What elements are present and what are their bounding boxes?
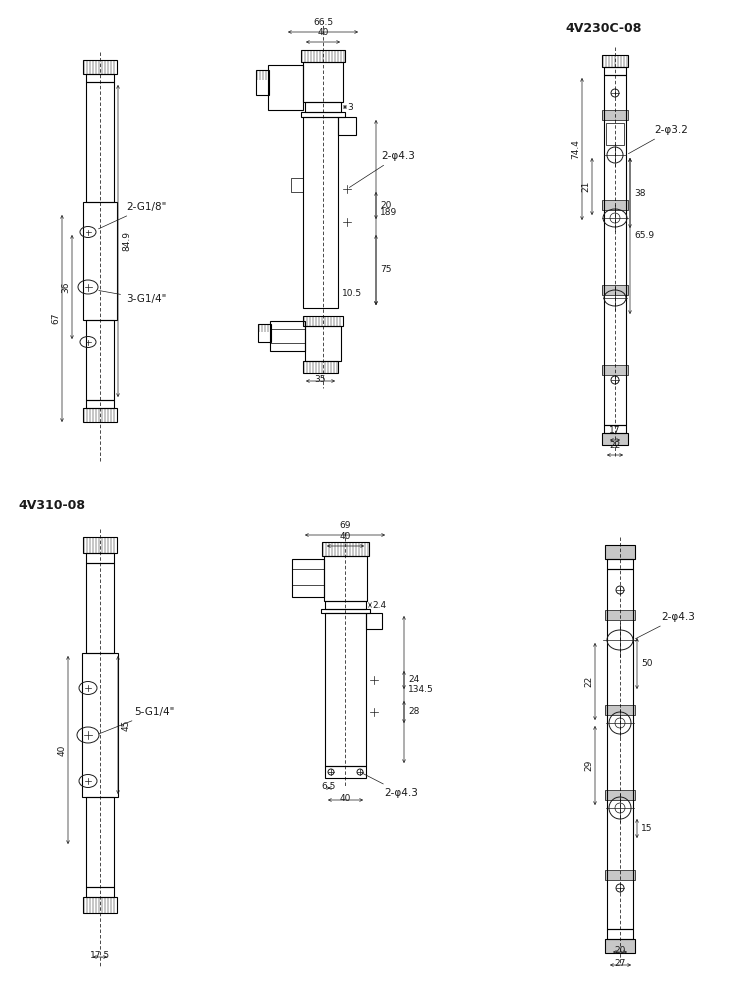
Bar [86,82,114,202]
Bar [303,316,343,326]
Text: 36: 36 [62,281,70,293]
Bar [602,285,628,295]
Bar [605,610,635,620]
Text: 24: 24 [408,675,419,685]
Bar [268,65,303,110]
Bar [301,50,345,62]
Text: 134.5: 134.5 [408,685,434,694]
Text: 17: 17 [609,426,621,435]
Text: 4V230C-08: 4V230C-08 [565,22,641,35]
Bar [602,110,628,120]
Bar [256,70,269,95]
Text: 2-G1/8": 2-G1/8" [98,202,166,229]
Bar [607,559,633,569]
Bar [303,361,338,373]
Bar [605,705,635,715]
Text: 29: 29 [584,760,593,771]
Text: 84.9: 84.9 [122,231,131,251]
Text: 65.9: 65.9 [634,231,654,240]
Bar [605,545,635,559]
Bar [605,790,635,800]
Bar [292,559,324,597]
Text: 5-G1/4": 5-G1/4" [98,707,174,734]
Bar [604,75,626,425]
Text: 2.4: 2.4 [372,600,386,609]
Bar [325,766,366,778]
Text: 38: 38 [634,189,646,198]
Bar [325,613,366,766]
Bar [258,324,271,342]
Bar [83,60,117,74]
Bar [602,365,628,375]
Bar [605,939,635,953]
Bar [602,55,628,67]
Text: 35: 35 [315,375,326,384]
Text: 15: 15 [641,824,652,833]
Text: 2-φ4.3: 2-φ4.3 [362,773,418,798]
Text: 3-G1/4": 3-G1/4" [99,290,166,304]
Bar [305,102,341,112]
Text: 20: 20 [614,946,626,955]
Text: 40: 40 [317,28,328,37]
Text: 22: 22 [584,676,593,687]
Text: 75: 75 [380,266,392,275]
Bar [291,178,303,192]
Bar [83,408,117,422]
Bar [602,200,628,210]
Bar [270,321,305,351]
Bar [606,123,624,145]
Text: 189: 189 [380,208,398,217]
Text: 4V310-08: 4V310-08 [18,499,85,512]
Bar [86,563,114,653]
Bar [607,929,633,939]
Text: 20: 20 [380,201,392,210]
Text: 66.5: 66.5 [313,18,333,27]
Bar [321,609,370,613]
Bar [325,601,366,609]
Bar [303,117,338,308]
Text: 2-φ3.2: 2-φ3.2 [628,125,688,154]
Text: 74.4: 74.4 [572,139,580,159]
Bar [86,887,114,897]
Bar [303,62,343,102]
Text: 40: 40 [340,794,351,803]
Text: 17.5: 17.5 [90,951,110,960]
Text: 69: 69 [339,521,351,530]
Bar [301,112,345,117]
Bar [86,74,114,82]
Text: 28: 28 [408,707,419,716]
Bar [86,320,114,400]
Bar [604,67,626,75]
Text: 27: 27 [615,959,626,968]
Bar [305,326,341,361]
Bar [86,553,114,563]
Text: 50: 50 [641,659,652,668]
Text: 40: 40 [58,744,67,756]
Bar [83,897,117,913]
Text: 2-φ4.3: 2-φ4.3 [350,151,415,188]
Bar [322,542,369,556]
Bar [86,797,114,887]
Text: 21: 21 [581,181,590,192]
Bar [605,870,635,880]
Bar [366,613,382,629]
Text: 6.5: 6.5 [322,782,336,791]
Bar [604,425,626,433]
Bar [83,537,117,553]
Bar [83,202,117,320]
Bar [338,117,356,135]
Text: 22: 22 [609,441,621,450]
Text: 10.5: 10.5 [342,288,362,297]
Bar [86,400,114,408]
Text: 40: 40 [340,532,351,541]
Bar [607,569,633,929]
Text: 3: 3 [347,102,352,111]
Text: 45: 45 [122,719,131,731]
Bar [82,653,118,797]
Text: 67: 67 [52,313,61,325]
Bar [602,433,628,445]
Text: 2-φ4.3: 2-φ4.3 [635,612,694,639]
Bar [324,556,367,601]
